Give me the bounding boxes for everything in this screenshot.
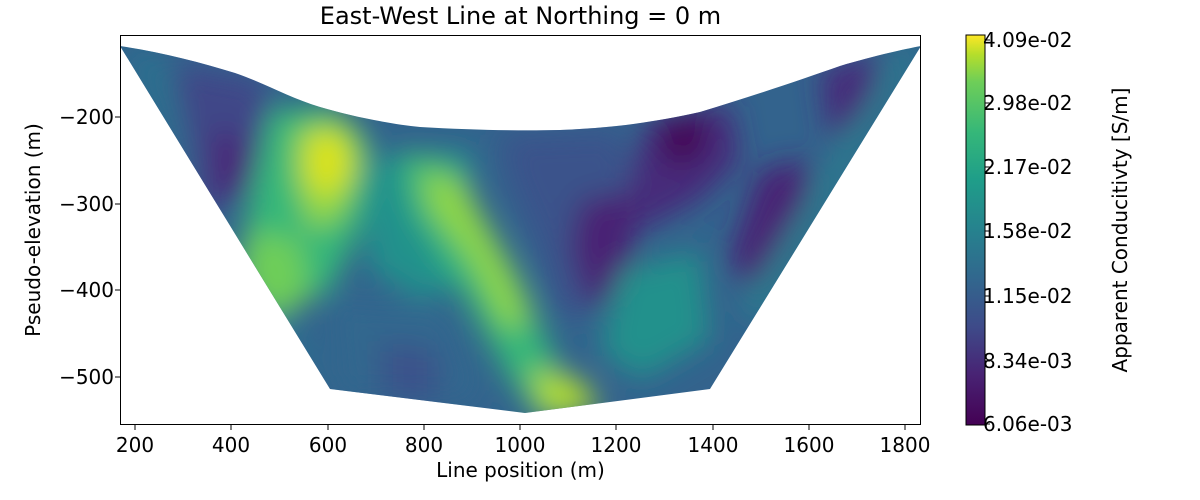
colorbar <box>965 34 990 426</box>
colorbar-tick-label: 6.06e-03 <box>983 412 1073 436</box>
colorbar-tick-label: 8.34e-03 <box>983 349 1073 373</box>
y-tick-label: −300 <box>59 192 114 216</box>
conductivity-section <box>120 46 921 413</box>
colorbar-tick-label: 1.15e-02 <box>983 284 1073 308</box>
y-tick-label: −200 <box>59 105 114 129</box>
x-tick-marks <box>134 425 906 430</box>
x-tick-label: 1000 <box>494 433 546 457</box>
x-tick-label: 600 <box>308 433 348 457</box>
axes-frame <box>120 35 921 425</box>
y-tick-label: −500 <box>59 365 114 389</box>
x-tick-label: 200 <box>115 433 155 457</box>
x-tick-label: 400 <box>211 433 251 457</box>
y-axis-label: Pseudo-elevation (m) <box>21 123 45 337</box>
y-tick-label: −400 <box>59 278 114 302</box>
colorbar-tick-label: 4.09e-02 <box>983 28 1073 52</box>
colorbar-label: Apparent Conducitivty [S/m] <box>1108 87 1132 373</box>
colorbar-tick-label: 1.58e-02 <box>983 219 1073 243</box>
colorbar-tick-label: 2.17e-02 <box>983 155 1073 179</box>
colorbar-tick-label: 2.98e-02 <box>983 91 1073 115</box>
x-tick-label: 1400 <box>687 433 739 457</box>
x-tick-label: 1600 <box>783 433 835 457</box>
chart-title: East-West Line at Northing = 0 m <box>319 2 722 30</box>
x-tick-label: 800 <box>404 433 444 457</box>
x-axis-label: Line position (m) <box>436 458 605 482</box>
x-tick-label: 1800 <box>879 433 931 457</box>
y-tick-marks <box>115 116 120 378</box>
x-tick-label: 1200 <box>590 433 642 457</box>
